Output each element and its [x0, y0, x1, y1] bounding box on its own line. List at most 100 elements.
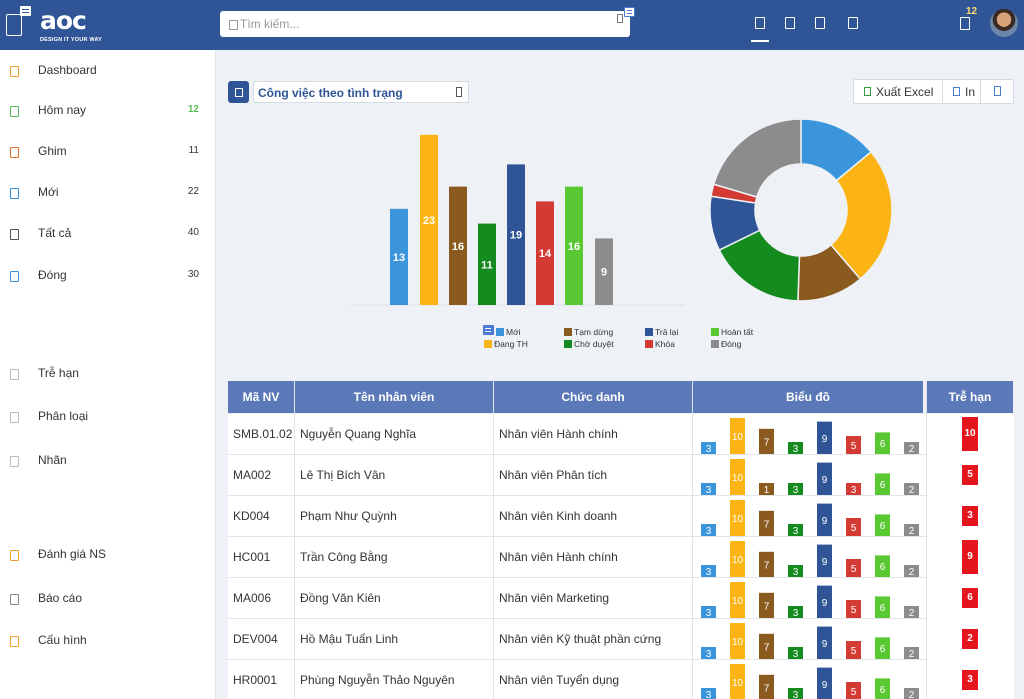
sidebar-item-5[interactable]: Đóng 30: [0, 265, 215, 287]
table-row[interactable]: MA002 Lê Thị Bích Vân Nhân viên Phân tích 3…: [228, 455, 1014, 496]
bar-4[interactable]: [507, 164, 525, 305]
print-button[interactable]: In: [943, 80, 981, 103]
sidebar-item-9[interactable]: Đánh giá NS: [0, 544, 215, 566]
mini-bar-0: [701, 606, 716, 618]
mini-bar-label-5: 5: [851, 523, 857, 534]
mini-bar-1: [730, 582, 745, 618]
nav-calendar-icon[interactable]: [815, 17, 825, 29]
list-icon: [10, 229, 19, 240]
column-header-0[interactable]: Mã NV: [228, 381, 294, 413]
bar-label-5: 14: [539, 248, 552, 260]
mini-bar-label-4: 9: [822, 516, 828, 527]
column-header-2[interactable]: Chức danh: [494, 381, 692, 413]
mini-bar-6: [875, 555, 890, 577]
row-mini-chart: 3 10 7 3 9 5 6 2: [698, 416, 924, 454]
sidebar-item-7[interactable]: Phân loại: [0, 406, 215, 428]
bar-7[interactable]: [595, 238, 613, 305]
cell-name: Lê Thị Bích Vân: [300, 468, 386, 482]
sidebar-item-label: Báo cáo: [38, 591, 83, 605]
sidebar-item-2[interactable]: Ghim 11: [0, 141, 215, 163]
mini-bar-2: [759, 633, 774, 659]
sidebar-item-3[interactable]: Mới 22: [0, 182, 215, 204]
donut-slice-6[interactable]: [712, 118, 802, 198]
table-row[interactable]: MA006 Đồng Văn Kiên Nhân viên Marketing 3 10…: [228, 578, 1014, 619]
sidebar-item-label: Hôm nay: [38, 103, 87, 117]
column-header-1[interactable]: Tên nhân viên: [295, 381, 493, 413]
export-excel-button[interactable]: Xuất Excel: [854, 80, 943, 103]
mini-bar-label-5: 5: [851, 441, 857, 452]
dashboard-icon: [10, 66, 19, 77]
mini-bar-label-2: 7: [764, 437, 770, 448]
more-options-button[interactable]: [981, 80, 1013, 103]
late-cell: 9: [927, 537, 1014, 578]
bar-6[interactable]: [565, 186, 583, 305]
cell-id: MA002: [233, 468, 272, 482]
mini-bar-label-1: 10: [732, 678, 744, 689]
employee-table: Mã NV Tên nhân viên Chức danh Biểu đồ Trễ hạ…: [228, 381, 1014, 699]
mini-bar-2: [759, 483, 774, 495]
column-header-3[interactable]: Biểu đồ: [693, 381, 923, 413]
legend-item-4: Đang TH: [484, 339, 528, 349]
sidebar-item-11[interactable]: Cấu hình: [0, 630, 215, 652]
bar-label-3: 11: [481, 259, 493, 271]
search-bar[interactable]: [220, 11, 630, 37]
legend-swatch: [645, 340, 653, 348]
search-options-icon[interactable]: [617, 14, 623, 23]
nav-messages-icon[interactable]: [848, 17, 858, 29]
sidebar-item-label: Tất cả: [38, 226, 72, 240]
mini-bar-label-7: 2: [909, 485, 915, 495]
column-header-4[interactable]: Trễ hạn: [927, 381, 1013, 413]
avatar[interactable]: [990, 9, 1018, 37]
sidebar-item-0[interactable]: Dashboard: [0, 60, 215, 82]
mini-bar-label-0: 3: [706, 444, 712, 454]
mini-bar-2: [759, 428, 774, 454]
search-input[interactable]: [240, 15, 600, 33]
mini-bar-5: [846, 436, 861, 454]
mini-bar-0: [701, 565, 716, 577]
sidebar-item-label: Ghim: [38, 144, 67, 158]
donut-slice-1[interactable]: [829, 150, 893, 281]
nav-home-icon[interactable]: [755, 17, 765, 29]
mini-bar-2: [759, 510, 774, 536]
mini-bar-0: [701, 483, 716, 495]
mini-bar-label-6: 6: [880, 521, 886, 532]
sidebar-item-6[interactable]: Trễ hạn: [0, 363, 215, 385]
legend-menu-icon[interactable]: [483, 325, 494, 335]
cell-id: HC001: [233, 550, 271, 564]
bar-5[interactable]: [536, 201, 554, 305]
mini-bar-label-7: 2: [909, 526, 915, 536]
table-row[interactable]: DEV004 Hồ Mậu Tuấn Linh Nhân viên Kỹ thuật…: [228, 619, 1014, 660]
sidebar-item-10[interactable]: Báo cáo: [0, 588, 215, 610]
sidebar-item-label: Trễ hạn: [38, 366, 79, 380]
sidebar: Dashboard Hôm nay 12 Ghim 11 Mới 22 Tất cả 40 Đón…: [0, 50, 215, 699]
cell-name: Nguyễn Quang Nghĩa: [300, 427, 417, 441]
column-divider: [692, 381, 693, 699]
bar-2[interactable]: [449, 186, 467, 305]
status-filter-select[interactable]: Công việc theo tình trạng: [253, 81, 469, 103]
table-row[interactable]: HR0001 Phùng Nguyễn Thảo Nguyên Nhân viên …: [228, 660, 1014, 699]
mini-bar-4: [817, 462, 832, 495]
bell-icon[interactable]: [960, 17, 970, 30]
nav-tasks-icon[interactable]: [785, 17, 795, 29]
filter-icon[interactable]: [228, 81, 249, 103]
sidebar-item-8[interactable]: Nhãn: [0, 450, 215, 472]
sidebar-item-4[interactable]: Tất cả 40: [0, 223, 215, 245]
sidebar-item-1[interactable]: Hôm nay 12: [0, 100, 215, 122]
mini-bar-3: [788, 688, 803, 699]
table-row[interactable]: KD004 Phạm Như Quỳnh Nhân viên Kinh doanh 3…: [228, 496, 1014, 537]
mini-bar-label-4: 9: [822, 475, 828, 486]
cell-id: HR0001: [233, 673, 278, 687]
cell-title: Nhân viên Phân tích: [499, 468, 608, 482]
mini-bar-label-5: 5: [851, 687, 857, 698]
bar-0[interactable]: [390, 208, 408, 305]
mini-bar-label-2: 1: [764, 485, 770, 495]
bar-3[interactable]: [478, 223, 496, 305]
search-filter-icon[interactable]: [624, 7, 635, 17]
table-row[interactable]: HC001 Trần Công Bằng Nhân viên Hành chính 3…: [228, 537, 1014, 578]
logo[interactable]: aoc DESIGN IT YOUR WAY: [40, 6, 110, 46]
table-row[interactable]: SMB.01.02 Nguyễn Quang Nghĩa Nhân viên Hàn…: [228, 414, 1014, 455]
tag-icon: [10, 456, 19, 467]
hamburger-menu-icon[interactable]: [6, 14, 22, 36]
bar-1[interactable]: [420, 134, 438, 305]
mini-bar-1: [730, 623, 745, 659]
